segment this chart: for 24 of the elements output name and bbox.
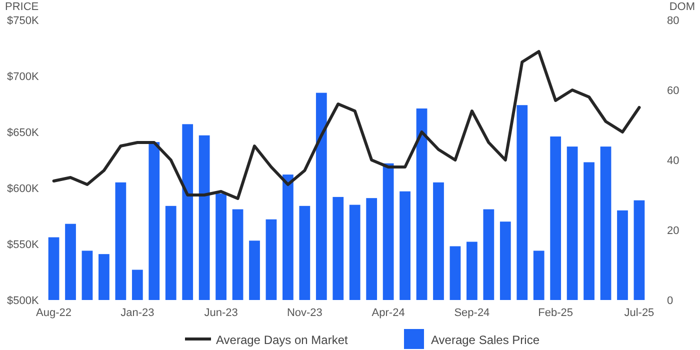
line-series	[52, 50, 641, 200]
x-tick-label: Jul-25	[624, 307, 654, 319]
y2-tick-label: 40	[667, 155, 680, 167]
legend-label: Average Sales Price	[431, 333, 540, 347]
y-tick-label: $600K	[7, 183, 40, 195]
y2-tick-label: 80	[667, 15, 680, 27]
y2-tick-label: 0	[667, 295, 674, 307]
y-tick-label: $650K	[7, 127, 40, 139]
y-tick-label: $500K	[7, 295, 40, 307]
y-tick-label: $550K	[7, 239, 40, 251]
legend-label: Average Days on Market	[216, 333, 349, 347]
x-tick-label: Feb-25	[538, 307, 574, 319]
x-tick-label: Jun-23	[204, 307, 238, 319]
y2-tick-label: 60	[667, 85, 680, 97]
x-tick-label: Sep-24	[454, 307, 490, 319]
y2-tick-label: 20	[667, 225, 680, 237]
x-tick-label: Aug-22	[36, 307, 72, 319]
y2-axis-title: DOM	[669, 1, 695, 13]
x-tick-label: Apr-24	[372, 307, 405, 319]
x-tick-label: Nov-23	[286, 307, 322, 319]
y-tick-label: $700K	[7, 71, 40, 83]
x-tick-label: Jan-23	[120, 307, 154, 319]
y-tick-label: $750K	[7, 15, 40, 27]
y-axis-title: PRICE	[5, 1, 39, 13]
